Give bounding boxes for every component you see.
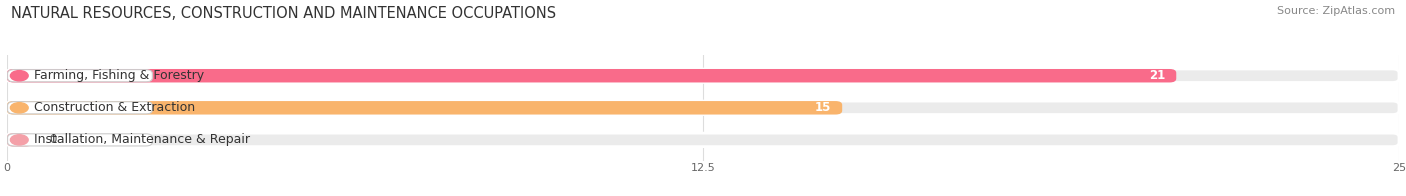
Text: Installation, Maintenance & Repair: Installation, Maintenance & Repair <box>34 133 250 146</box>
FancyBboxPatch shape <box>7 102 152 114</box>
Circle shape <box>10 135 28 145</box>
FancyBboxPatch shape <box>7 70 152 82</box>
FancyBboxPatch shape <box>7 101 1399 114</box>
FancyBboxPatch shape <box>7 69 1399 83</box>
FancyBboxPatch shape <box>7 69 1177 83</box>
Circle shape <box>10 71 28 81</box>
FancyBboxPatch shape <box>7 134 152 146</box>
Circle shape <box>10 103 28 113</box>
Text: 15: 15 <box>814 101 831 114</box>
FancyBboxPatch shape <box>7 133 32 147</box>
Text: Source: ZipAtlas.com: Source: ZipAtlas.com <box>1277 6 1395 16</box>
Text: NATURAL RESOURCES, CONSTRUCTION AND MAINTENANCE OCCUPATIONS: NATURAL RESOURCES, CONSTRUCTION AND MAIN… <box>11 6 557 21</box>
FancyBboxPatch shape <box>7 133 1399 147</box>
Text: 0: 0 <box>49 133 56 146</box>
Text: 21: 21 <box>1149 69 1166 82</box>
Text: Construction & Extraction: Construction & Extraction <box>34 101 195 114</box>
FancyBboxPatch shape <box>7 101 842 114</box>
Text: Farming, Fishing & Forestry: Farming, Fishing & Forestry <box>34 69 204 82</box>
